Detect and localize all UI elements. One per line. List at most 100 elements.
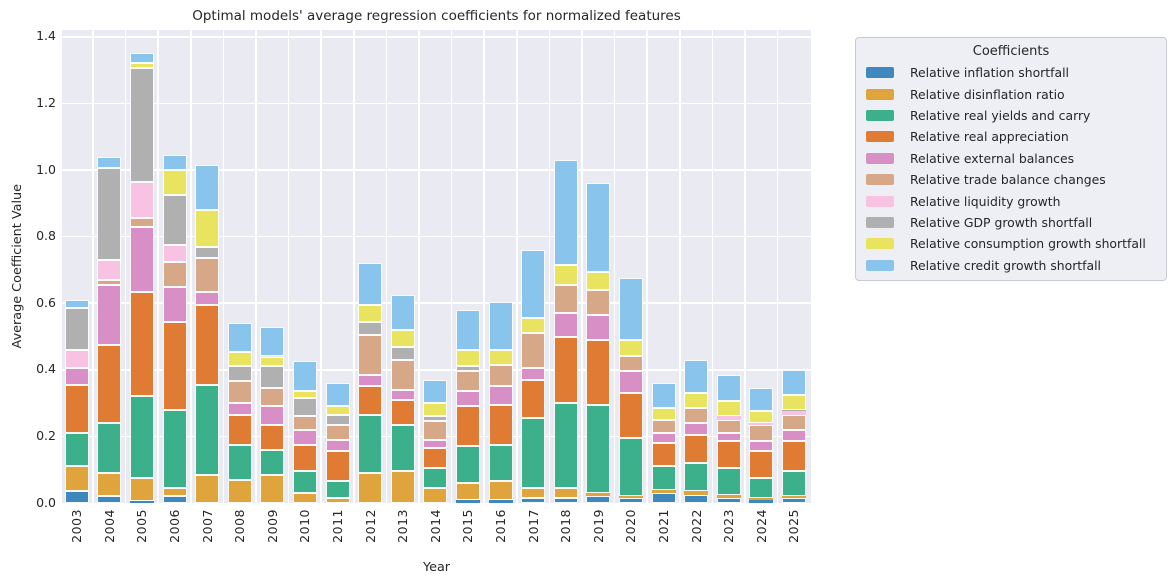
x-gridline xyxy=(711,30,714,503)
bar-segment xyxy=(684,423,709,435)
x-tick-text: 2005 xyxy=(134,509,150,543)
bar-segment xyxy=(781,369,806,395)
bar-segment xyxy=(129,226,154,292)
stacked-bar-2015 xyxy=(455,30,480,503)
x-tick-text: 2025 xyxy=(786,509,802,543)
bar-segment xyxy=(455,446,480,484)
bar-segment xyxy=(553,160,578,265)
bar-segment xyxy=(195,291,220,305)
bar-segment xyxy=(97,279,122,285)
legend-label: Relative inflation shortfall xyxy=(910,65,1069,81)
bar-segment xyxy=(97,284,122,345)
x-tick-label: 2017 xyxy=(525,509,541,543)
bar-segment xyxy=(325,481,350,499)
bar-segment xyxy=(390,346,415,360)
bar-segment xyxy=(455,483,480,500)
x-tick-label: 2014 xyxy=(427,509,443,543)
bar-segment xyxy=(162,170,187,195)
bar-segment xyxy=(423,468,448,489)
x-gridline xyxy=(287,30,290,503)
bar-segment xyxy=(586,404,611,494)
bar-segment xyxy=(97,344,122,424)
bar-segment xyxy=(651,493,676,503)
legend-swatch-icon xyxy=(866,259,894,271)
bar-segment xyxy=(162,321,187,410)
bar-segment xyxy=(358,386,383,415)
bar-segment xyxy=(227,323,252,352)
legend-swatch-icon xyxy=(866,216,894,228)
y-tick-label: 0.8 xyxy=(36,228,56,244)
bar-segment xyxy=(781,496,806,499)
legend-swatch-icon xyxy=(866,195,894,207)
bar-segment xyxy=(749,478,774,499)
bar-segment xyxy=(64,491,89,503)
bar-segment xyxy=(423,379,448,404)
bar-segment xyxy=(716,468,741,495)
stacked-bar-2020 xyxy=(618,30,643,503)
bar-segment xyxy=(749,424,774,442)
x-tick-text: 2016 xyxy=(493,509,508,543)
bar-segment xyxy=(227,444,252,480)
bar-segment xyxy=(455,391,480,407)
bar-segment xyxy=(586,493,611,497)
stacked-bar-2011 xyxy=(325,30,350,503)
stacked-bar-2009 xyxy=(260,30,285,503)
bar-segment xyxy=(64,349,89,369)
bar-segment xyxy=(553,403,578,489)
bar-segment xyxy=(358,334,383,375)
bar-segment xyxy=(227,414,252,445)
x-tick-text: 2018 xyxy=(558,509,574,543)
x-gridline xyxy=(418,30,420,503)
stacked-bar-2016 xyxy=(488,30,513,503)
bar-segment xyxy=(651,408,676,420)
legend-row: Relative inflation shortfall xyxy=(856,62,1166,83)
bar-segment xyxy=(651,433,676,444)
legend-row: Relative real appreciation xyxy=(856,126,1166,147)
bar-segment xyxy=(358,473,383,503)
stacked-bar-2014 xyxy=(423,30,448,503)
legend-label: Relative credit growth shortfall xyxy=(910,257,1102,273)
bar-segment xyxy=(195,209,220,247)
x-gridline xyxy=(190,30,192,503)
x-tick-text: 2009 xyxy=(264,509,280,543)
bar-segment xyxy=(781,441,806,472)
bar-segment xyxy=(749,388,774,412)
x-tick-label: 2013 xyxy=(395,509,411,543)
legend-swatch-icon xyxy=(866,238,894,250)
x-tick-label: 2008 xyxy=(232,509,248,543)
bar-segment xyxy=(651,443,676,467)
bar-segment xyxy=(162,155,187,170)
bar-segment xyxy=(716,419,741,434)
bar-segment xyxy=(390,471,415,503)
x-tick-label: 2006 xyxy=(167,509,183,543)
bar-segment xyxy=(586,271,611,290)
bar-segment xyxy=(292,444,317,472)
bar-segment xyxy=(260,424,285,450)
x-tick-text: 2019 xyxy=(590,509,606,543)
bar-segment xyxy=(684,393,709,409)
x-tick-text: 2017 xyxy=(525,509,541,543)
bar-segment xyxy=(586,289,611,315)
y-gridline xyxy=(62,235,811,238)
x-tick-text: 2023 xyxy=(721,509,737,543)
x-gridline xyxy=(646,30,648,503)
bar-segment xyxy=(64,433,89,467)
bar-segment xyxy=(651,419,676,434)
x-tick-label: 2005 xyxy=(134,509,150,543)
bar-segment xyxy=(325,414,350,425)
bar-segment xyxy=(129,53,154,64)
bar-segment xyxy=(129,396,154,479)
x-tick-label: 2021 xyxy=(656,509,672,543)
x-tick-label: 2018 xyxy=(558,509,574,543)
bar-segment xyxy=(618,438,643,497)
chart-title: Optimal models' average regression coeff… xyxy=(192,8,681,24)
bar-segment xyxy=(260,366,285,389)
bar-segment xyxy=(390,329,415,347)
bar-segment xyxy=(618,496,643,499)
bar-segment xyxy=(129,478,154,502)
x-tick-label: 2024 xyxy=(753,509,769,543)
x-gridline xyxy=(385,30,388,503)
bar-segment xyxy=(325,406,350,415)
legend-label: Relative trade balance changes xyxy=(910,172,1106,188)
legend-label: Relative disinflation ratio xyxy=(910,86,1065,102)
